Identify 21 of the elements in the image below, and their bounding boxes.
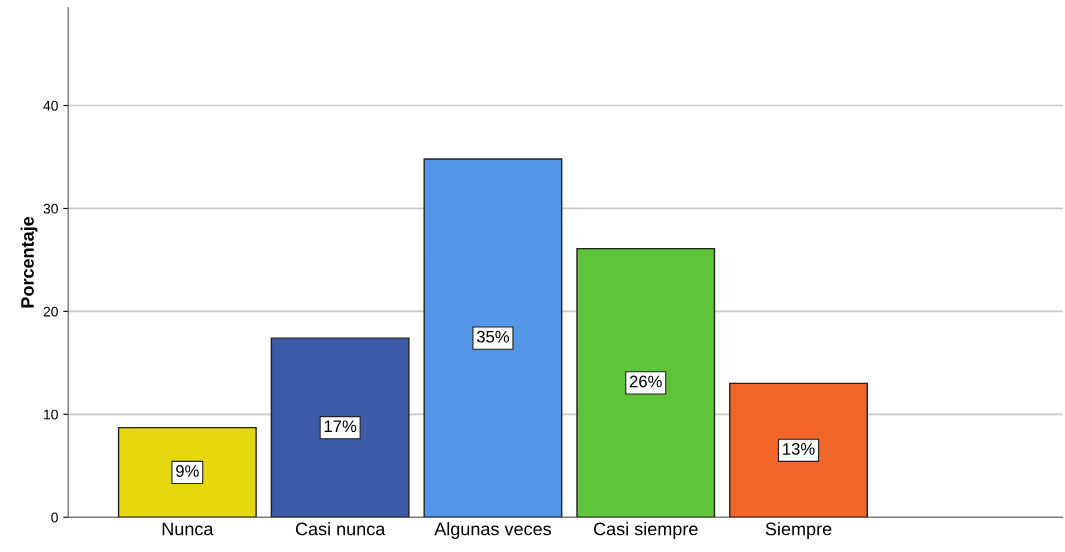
x-tick-label: Casi siempre xyxy=(593,522,698,539)
y-tick-label: 0 xyxy=(51,512,58,523)
data-label: 35% xyxy=(476,330,510,343)
y-tick-label: 30 xyxy=(43,203,58,214)
bar xyxy=(729,382,868,518)
data-label: 9% xyxy=(176,465,199,477)
y-tick-label: 10 xyxy=(44,409,58,420)
bar xyxy=(270,337,410,518)
bar xyxy=(576,247,716,518)
x-tick-label: Casi nunca xyxy=(295,522,386,536)
data-label: 13% xyxy=(783,442,815,455)
x-tick-label: Siempre xyxy=(765,522,832,539)
y-tick-label: 20 xyxy=(43,306,58,317)
x-tick-label: Nunca xyxy=(162,522,214,536)
data-label: 26% xyxy=(629,375,662,388)
y-tick-label: 40 xyxy=(43,100,58,111)
y-axis-title: Porcentaje xyxy=(20,216,38,308)
x-tick-label: Algunas veces xyxy=(434,522,551,539)
data-label: 17% xyxy=(324,420,357,433)
bar xyxy=(117,426,257,518)
bar xyxy=(423,158,563,518)
